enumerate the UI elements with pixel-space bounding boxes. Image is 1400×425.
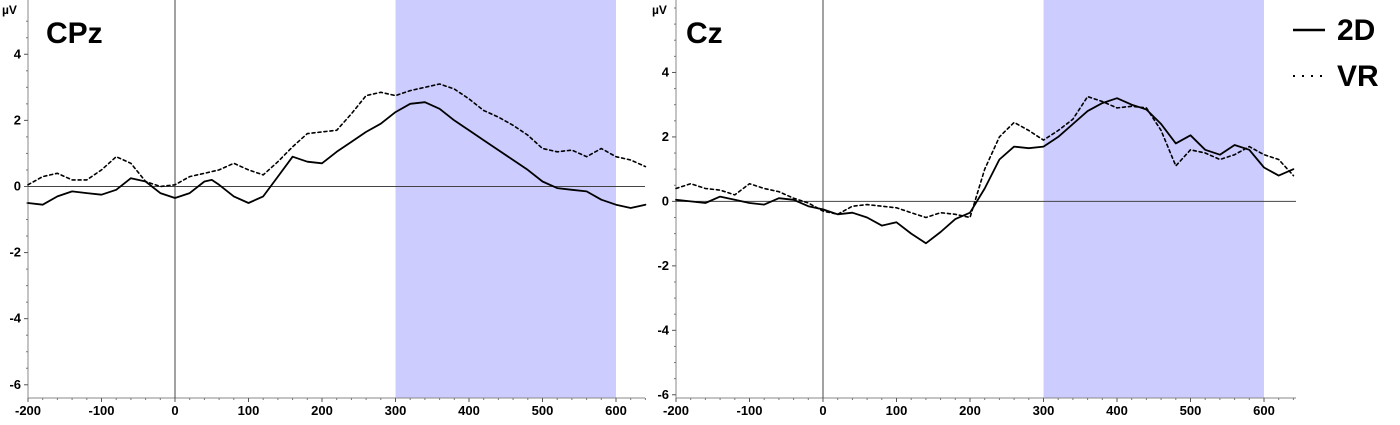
y-tick-label: 2	[14, 112, 21, 127]
y-tick-label: -4	[657, 322, 669, 337]
x-tick-label: -100	[736, 403, 762, 418]
x-tick-label: 600	[605, 403, 627, 418]
legend-label-2d: 2D	[1337, 14, 1375, 47]
x-tick-label: 400	[458, 403, 480, 418]
x-tick-label: 0	[171, 403, 178, 418]
series-line-vr	[27, 83, 647, 188]
x-tick-label: 500	[532, 403, 554, 418]
highlight-window	[395, 0, 616, 398]
x-tick-label: 200	[311, 403, 333, 418]
highlight-window	[1043, 0, 1264, 398]
y-tick-label: 0	[14, 178, 21, 193]
panel-title: Cz	[686, 17, 723, 50]
y-tick-label: 2	[662, 129, 669, 144]
y-tick-label: 0	[662, 193, 669, 208]
x-tick-label: -200	[15, 403, 41, 418]
x-tick-label: -200	[663, 403, 689, 418]
y-tick-label: -6	[657, 387, 669, 402]
x-tick-label: 0	[819, 403, 826, 418]
y-unit-label: µV	[2, 3, 17, 17]
chart-panel-cz: -6 -4 -2 0 2 4 -200 -100 0 100 200 300 400 500 600 µV Cz	[652, 0, 1296, 418]
y-tick-label: -2	[9, 245, 21, 260]
x-tick-label: 200	[959, 403, 981, 418]
chart-panel-cpz: -6 -4 -2 0 2 4 -200 -100 0 100 200 300 400 500 600 µV CP…	[2, 0, 647, 418]
x-tick-label: -100	[88, 403, 114, 418]
legend-label-vr: VR	[1337, 60, 1379, 93]
x-tick-label: 100	[238, 403, 260, 418]
x-tick-label: 600	[1253, 403, 1275, 418]
x-tick-label: 500	[1180, 403, 1202, 418]
panel-title: CPz	[46, 17, 103, 50]
x-tick-label: 300	[1033, 403, 1055, 418]
y-tick-label: -6	[9, 377, 21, 392]
y-tick-label: -4	[9, 311, 21, 326]
series-line-2d	[675, 97, 1295, 245]
series-line-vr	[675, 95, 1295, 219]
x-tick-label: 100	[886, 403, 908, 418]
x-tick-label: 300	[385, 403, 407, 418]
y-unit-label: µV	[652, 3, 667, 17]
y-tick-label: 4	[14, 46, 22, 61]
x-tick-label: 400	[1106, 403, 1128, 418]
y-tick-label: -2	[657, 258, 669, 273]
series-line-2d	[27, 101, 647, 209]
legend: 2D VR	[1293, 14, 1379, 93]
y-tick-label: 4	[662, 64, 670, 79]
